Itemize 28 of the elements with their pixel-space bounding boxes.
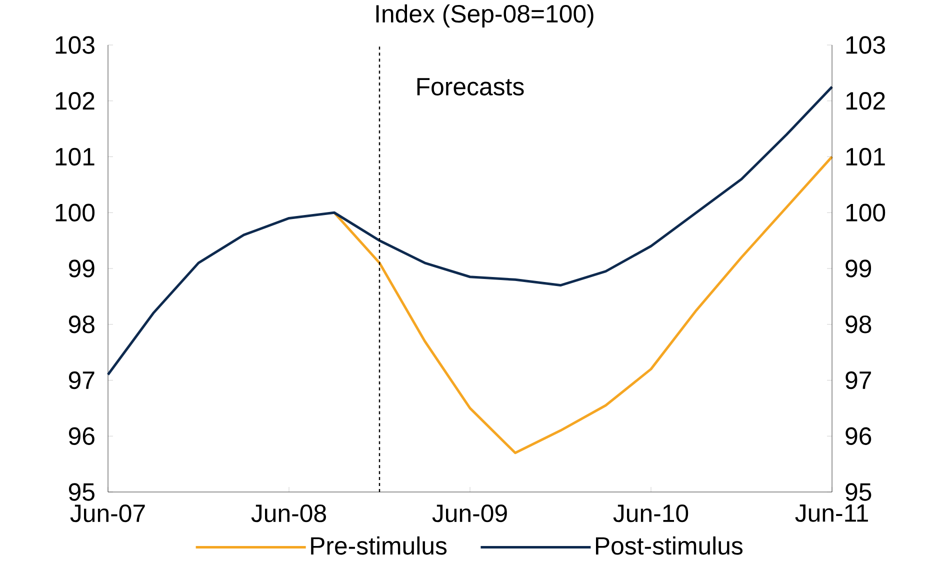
y2-tick-label: 101 [846, 148, 885, 166]
y-tick-label: 103 [56, 36, 94, 54]
x-tick-label: Jun-09 [432, 504, 507, 522]
y-tick-label: 96 [68, 427, 94, 445]
y-tick-label: 99 [68, 260, 94, 278]
y2-tick-label: 102 [846, 92, 885, 110]
y-tick-label: 102 [56, 92, 94, 110]
x-tick-label: Jun-10 [613, 504, 688, 522]
y2-tick-label: 95 [846, 483, 872, 501]
x-tick-label: Jun-07 [70, 504, 145, 522]
legend-label: Post-stimulus [596, 536, 743, 555]
y-tick-label: 100 [56, 204, 95, 222]
y2-tick-label: 98 [846, 316, 872, 334]
y-tick-label: 98 [68, 316, 94, 334]
line-series [333, 156, 834, 454]
y2-tick-label: 96 [846, 427, 872, 445]
y-tick-label: 97 [68, 371, 94, 390]
x-tick-label: Jun-11 [795, 504, 868, 522]
x-tick-label: Jun-08 [251, 504, 326, 522]
chart-title: Index (Sep-08=100) [376, 4, 594, 28]
y-tick-label: 95 [68, 483, 94, 501]
y2-tick-label: 99 [846, 260, 872, 278]
annotation: Forecasts [417, 78, 524, 96]
y-tick-label: 101 [56, 148, 94, 166]
y2-tick-label: 103 [846, 36, 885, 54]
legend-label: Pre-stimulus [311, 536, 447, 555]
y2-tick-label: 100 [846, 204, 886, 222]
y2-tick-label: 97 [846, 371, 871, 390]
